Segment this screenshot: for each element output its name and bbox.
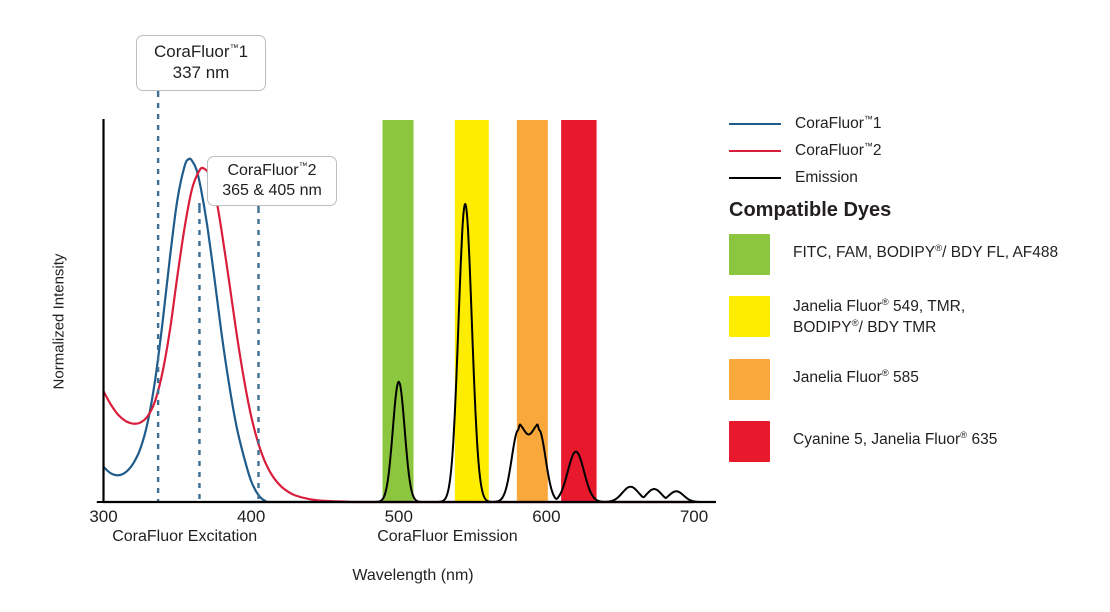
legend-item-0[interactable]: CoraFluor™1 — [729, 110, 1099, 137]
dye-color-swatch — [729, 296, 770, 337]
emission-range-label: CoraFluor Emission — [377, 528, 518, 545]
callout-1-line2: 337 nm — [172, 63, 230, 82]
dye-row-1: Janelia Fluor® 549, TMR, BODIPY®/ BDY TMR — [729, 296, 1104, 338]
dye-label: FITC, FAM, BODIPY®/ BDY FL, AF488 — [793, 242, 1059, 261]
green-band — [382, 120, 414, 502]
excitation-range-label: CoraFluor Excitation — [112, 528, 258, 545]
compatible-dyes-list: FITC, FAM, BODIPY®/ BDY FL, AF488 Janelia… — [729, 234, 1104, 483]
callout-2-line2: 365 & 405 nm — [222, 182, 322, 199]
callout-corafluor1: CoraFluor™1 337 nm — [136, 35, 266, 91]
x-tick-400: 400 — [236, 507, 266, 526]
dye-color-swatch — [729, 421, 770, 463]
dye-row-0: FITC, FAM, BODIPY®/ BDY FL, AF488 — [729, 234, 1104, 275]
x-axis-title: Wavelength (nm) — [352, 567, 474, 584]
legend-item-1[interactable]: CoraFluor™2 — [729, 137, 1099, 164]
dye-label: Cyanine 5, Janelia Fluor® 635 — [793, 430, 998, 449]
series-legend: CoraFluor™1 CoraFluor™2 Emission — [729, 110, 1099, 191]
dye-row-2: Janelia Fluor® 585 — [729, 359, 1104, 401]
legend-label: CoraFluor™1 — [795, 113, 882, 132]
callout-2-line1: CoraFluor™2 — [227, 161, 317, 180]
dye-color-swatch — [729, 234, 770, 275]
x-tick-600: 600 — [532, 507, 561, 526]
legend-line-swatch — [729, 176, 781, 179]
y-axis-title: Normalized Intensity — [50, 253, 68, 390]
x-tick-500: 500 — [384, 507, 413, 526]
legend-line-swatch — [729, 149, 781, 152]
x-tick-700: 700 — [679, 507, 709, 526]
dye-row-3: Cyanine 5, Janelia Fluor® 635 — [729, 421, 1104, 463]
callout-corafluor2: CoraFluor™2 365 & 405 nm — [207, 156, 337, 206]
dye-label: Janelia Fluor® 549, TMR, BODIPY®/ BDY TMR — [793, 296, 966, 336]
legend-label: CoraFluor™2 — [795, 140, 882, 159]
dye-color-swatch — [729, 359, 770, 401]
legend-label: Emission — [795, 168, 858, 186]
legend-item-2[interactable]: Emission — [729, 164, 1099, 191]
callout-1-line1: CoraFluor™1 — [153, 42, 249, 62]
compatible-dyes-title: Compatible Dyes — [729, 199, 892, 221]
dye-label: Janelia Fluor® 585 — [793, 368, 919, 387]
x-tick-300: 300 — [89, 507, 118, 526]
red-band — [561, 120, 597, 502]
legend-line-swatch — [729, 122, 781, 125]
series-line-corafluor2 — [102, 166, 696, 504]
